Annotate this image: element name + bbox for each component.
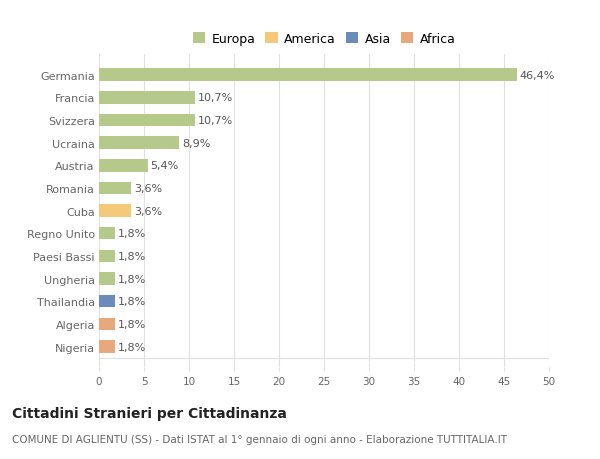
Text: 1,8%: 1,8%	[118, 252, 146, 261]
Text: 46,4%: 46,4%	[519, 71, 554, 80]
Bar	[99, 250, 115, 263]
Bar	[99, 228, 115, 240]
Text: 1,8%: 1,8%	[118, 297, 146, 307]
Text: 1,8%: 1,8%	[118, 342, 146, 352]
Text: 1,8%: 1,8%	[118, 319, 146, 329]
Text: 1,8%: 1,8%	[118, 274, 146, 284]
Text: 5,4%: 5,4%	[151, 161, 179, 171]
Bar	[99, 182, 131, 195]
Bar	[99, 160, 148, 172]
Bar	[99, 137, 179, 150]
Text: 3,6%: 3,6%	[134, 206, 162, 216]
Text: 8,9%: 8,9%	[182, 138, 210, 148]
Bar	[99, 69, 517, 82]
Text: Cittadini Stranieri per Cittadinanza: Cittadini Stranieri per Cittadinanza	[12, 406, 287, 420]
Legend: Europa, America, Asia, Africa: Europa, America, Asia, Africa	[190, 30, 458, 48]
Bar	[99, 295, 115, 308]
Text: 3,6%: 3,6%	[134, 184, 162, 194]
Bar	[99, 341, 115, 353]
Text: 10,7%: 10,7%	[198, 93, 233, 103]
Bar	[99, 92, 196, 104]
Bar	[99, 273, 115, 285]
Text: 10,7%: 10,7%	[198, 116, 233, 126]
Text: COMUNE DI AGLIENTU (SS) - Dati ISTAT al 1° gennaio di ogni anno - Elaborazione T: COMUNE DI AGLIENTU (SS) - Dati ISTAT al …	[12, 434, 507, 444]
Bar	[99, 114, 196, 127]
Bar	[99, 318, 115, 330]
Bar	[99, 205, 131, 218]
Text: 1,8%: 1,8%	[118, 229, 146, 239]
